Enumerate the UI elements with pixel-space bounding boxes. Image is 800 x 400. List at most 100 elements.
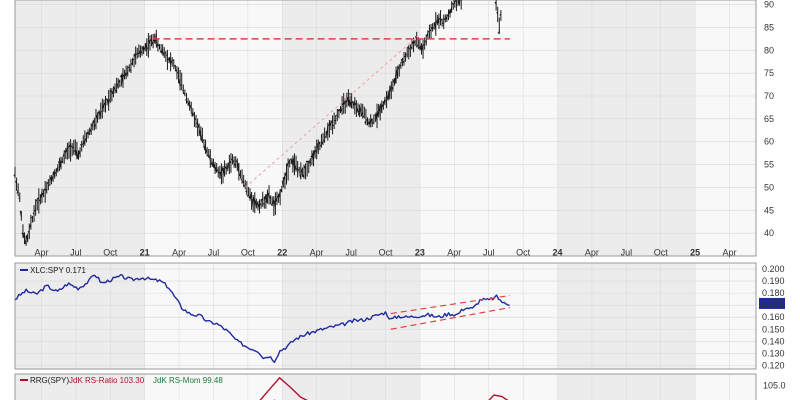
price-bar-open	[366, 119, 368, 121]
price-bar-open	[108, 99, 111, 102]
price-bar-open	[89, 128, 92, 133]
price-bar-open	[91, 124, 94, 127]
price-bar-open	[237, 162, 240, 173]
price-bar-open	[229, 160, 232, 164]
price-bar-open	[160, 48, 164, 54]
price-bar-open	[445, 16, 448, 20]
price-bar-open	[454, 0, 457, 2]
price-bar-open	[364, 120, 367, 124]
price-bar-open	[284, 171, 288, 177]
rrg-panel	[14, 373, 757, 400]
price-bar-open	[87, 132, 91, 135]
price-bar-open	[275, 196, 278, 202]
price-bar-open	[308, 159, 311, 164]
price-bar-open	[338, 109, 341, 112]
price-bar-open	[349, 101, 353, 109]
price-bar-open	[411, 40, 415, 44]
price-bar-open	[53, 171, 56, 177]
price-bar-open	[367, 121, 370, 125]
price-bar-open	[22, 233, 26, 240]
price-bar-open	[94, 124, 97, 127]
price-bar-open	[78, 149, 81, 155]
price-bar-open	[166, 54, 168, 56]
price-bar-open	[16, 190, 19, 194]
price-bar-open	[329, 122, 332, 127]
price-bar-open	[405, 53, 408, 56]
price-bar-open	[64, 150, 67, 154]
price-bar-open	[75, 150, 78, 158]
price-bar-open	[316, 143, 319, 152]
year-band	[695, 0, 756, 256]
price-bar-open	[18, 197, 20, 199]
price-bar-open	[324, 136, 327, 138]
price-bar-open	[494, 1, 497, 5]
price-bar-open	[170, 60, 173, 64]
price-bar-open	[424, 40, 427, 43]
price-bar-open	[29, 224, 32, 228]
price-bar-open	[141, 46, 145, 51]
price-bar-open	[397, 65, 400, 70]
price-bar-open	[372, 122, 375, 124]
price-bar-open	[419, 44, 422, 50]
time-tick-label: Jul	[345, 248, 357, 258]
time-tick-label: Apr	[585, 248, 599, 258]
price-bar-open	[43, 188, 46, 191]
price-bar-open	[326, 126, 329, 136]
price-bar-open	[145, 42, 148, 52]
price-bar-open	[496, 11, 499, 14]
price-bar-open	[27, 230, 30, 234]
price-bar-open	[19, 210, 22, 217]
price-bar-open	[270, 203, 273, 206]
price-bar-open	[389, 84, 392, 92]
price-bar-open	[418, 46, 421, 49]
price-bar-open	[130, 63, 133, 66]
price-bar-open	[38, 199, 41, 202]
last-value-label: 0.171	[761, 299, 784, 309]
price-bar-open	[65, 147, 68, 153]
price-bar-open	[330, 120, 333, 123]
price-tick-label: 70	[764, 91, 774, 101]
price-bars	[13, 0, 502, 246]
rrg-legend-rs-ratio: JdK RS-Ratio 103.30	[69, 376, 145, 385]
price-bar-open	[394, 71, 397, 84]
price-panel	[14, 0, 757, 257]
price-bar-open	[140, 50, 143, 54]
price-bar-open	[126, 72, 129, 75]
price-bar-open	[297, 168, 300, 171]
price-bar-open	[294, 164, 297, 170]
price-bar-open	[183, 92, 186, 95]
price-bar-open	[292, 158, 295, 169]
price-bar-open	[234, 163, 237, 167]
price-bar-open	[283, 175, 286, 180]
price-bar-open	[41, 192, 45, 196]
price-tick-label: 45	[764, 205, 774, 215]
last-value-box	[759, 297, 785, 309]
price-bar-open	[345, 100, 348, 103]
price-bar-open	[199, 129, 202, 138]
price-bar-open	[105, 98, 108, 101]
price-bar-open	[122, 74, 125, 78]
price-bar-open	[243, 184, 246, 187]
price-bar-open	[281, 180, 284, 188]
price-bar-open	[497, 31, 500, 34]
price-bar-open	[113, 87, 116, 91]
price-bar-open	[143, 47, 146, 51]
price-bar-open	[200, 134, 203, 142]
price-bar-open	[240, 178, 243, 181]
price-bar-open	[246, 194, 249, 197]
price-bar-open	[14, 180, 17, 184]
price-bar-open	[449, 7, 453, 14]
price-bar-open	[211, 161, 214, 167]
price-tick-label: 90	[764, 0, 774, 10]
time-tick-label: Oct	[378, 248, 393, 258]
price-tick-label: 65	[764, 114, 774, 124]
price-bar-open	[51, 176, 54, 181]
price-bar-open	[386, 94, 389, 100]
price-bar-open	[46, 181, 49, 184]
time-tick-label: 25	[690, 248, 700, 258]
price-bar-open	[156, 43, 159, 47]
price-bar-open	[162, 52, 165, 57]
price-tick-label: 80	[764, 45, 774, 55]
ratio-axis: 0.1200.1300.1400.1500.1600.1700.1800.190…	[762, 264, 785, 370]
